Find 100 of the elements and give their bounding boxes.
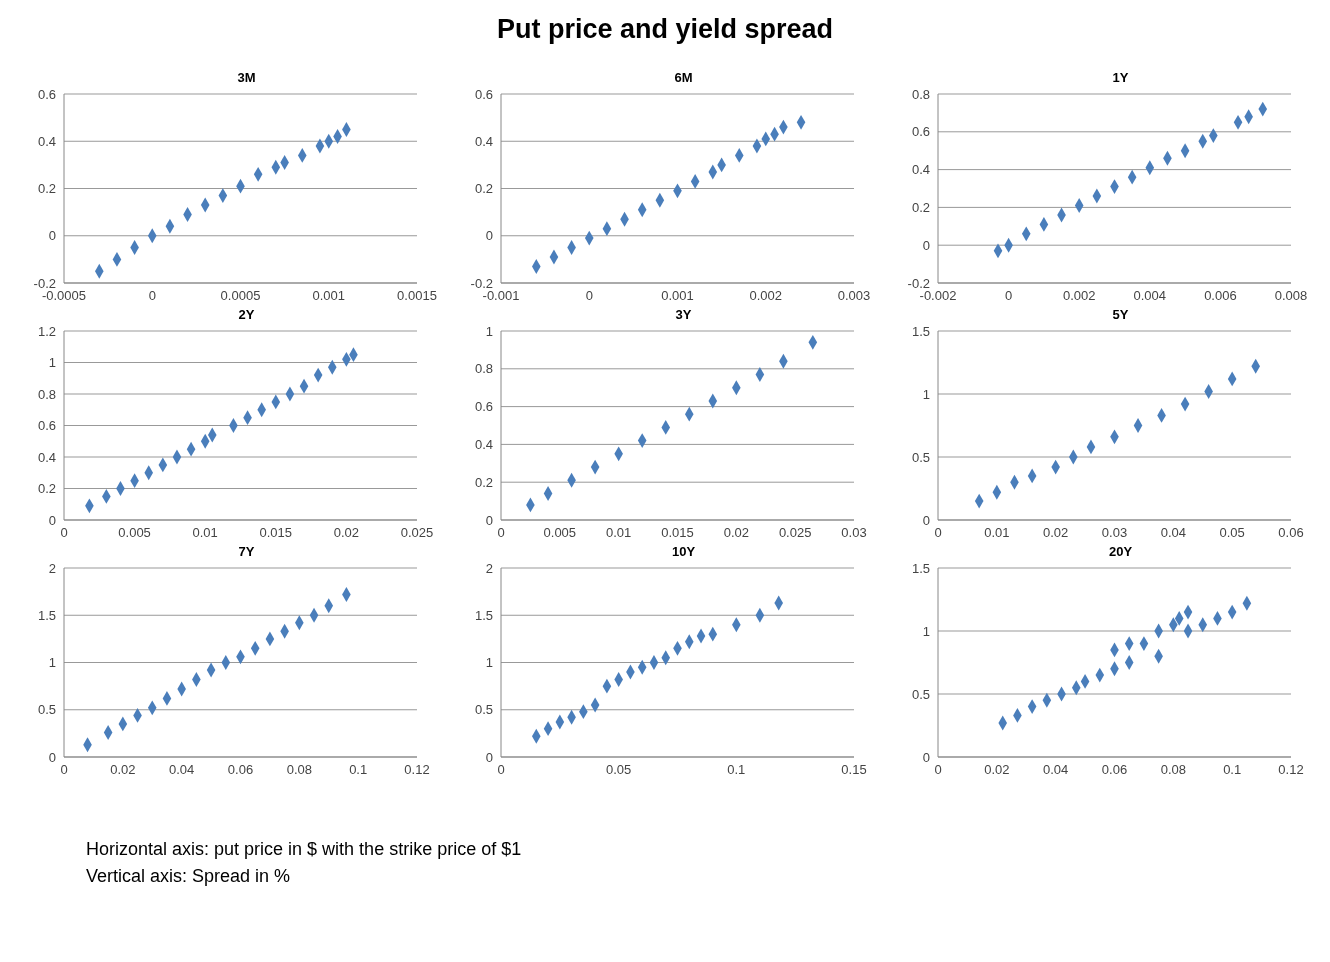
x-tick-label: 0.12: [1278, 762, 1304, 778]
y-tick-label: 0.2: [37, 181, 56, 197]
x-tick-label: -0.002: [919, 288, 957, 304]
x-tick-label: 0.02: [984, 762, 1010, 778]
y-tick-label: 0.8: [37, 386, 56, 402]
chart-title: 5Y: [1111, 307, 1130, 324]
y-tick-label: 1: [922, 623, 930, 639]
y-tick-label: 0.2: [474, 181, 493, 197]
x-tick-label: 0.03: [841, 525, 867, 541]
x-tick-label: 0.03: [1101, 525, 1128, 541]
chart-title: 2Y: [237, 307, 256, 324]
y-tick-label: 1: [48, 655, 56, 671]
y-tick-label: 0.6: [911, 124, 930, 140]
x-tick-label: 0.05: [1219, 525, 1245, 541]
y-tick-label: 0.6: [474, 86, 493, 102]
x-tick-label: 0.08: [286, 762, 312, 778]
x-tick-label: 0.002: [1062, 288, 1096, 304]
x-tick-label: 0.02: [1043, 525, 1069, 541]
x-tick-label: 0.015: [661, 525, 694, 541]
x-tick-label: 0.001: [312, 288, 346, 304]
x-tick-label: 0.0005: [220, 288, 261, 304]
x-tick-label: 0.0015: [397, 288, 437, 304]
y-tick-label: 0.5: [474, 702, 493, 718]
x-tick-label: 0.002: [749, 288, 783, 304]
y-tick-label: 1.5: [37, 607, 56, 623]
text: Horizontal axis: put price in $ with the strike price of $1: [86, 838, 522, 861]
y-tick-label: 0.5: [911, 686, 930, 702]
y-tick-label: -0.2: [907, 275, 930, 291]
y-tick-label: 0.2: [474, 474, 493, 490]
x-tick-label: 0.04: [169, 762, 195, 778]
chart-title: 7Y: [237, 544, 256, 561]
y-tick-label: 0: [48, 228, 56, 244]
x-tick-label: -0.0005: [41, 288, 87, 304]
y-tick-label: 2: [48, 560, 56, 576]
y-tick-label: 0: [922, 512, 930, 528]
x-tick-label: -0.001: [482, 288, 520, 304]
x-tick-label: 0.04: [1160, 525, 1186, 541]
y-tick-label: 0.5: [37, 702, 56, 718]
x-tick-label: 0.1: [727, 762, 746, 778]
y-tick-label: 0.4: [37, 133, 56, 149]
x-tick-label: 0.05: [606, 762, 632, 778]
y-tick-label: 0: [48, 512, 56, 528]
y-tick-label: -0.2: [33, 275, 56, 291]
x-tick-label: 0.01: [984, 525, 1010, 541]
y-tick-label: 1: [485, 323, 493, 339]
y-tick-label: 0: [485, 228, 493, 244]
y-tick-label: 0.4: [474, 133, 493, 149]
y-tick-label: 1.5: [911, 560, 930, 576]
x-tick-label: 0.001: [661, 288, 694, 304]
x-tick-label: 0.06: [1278, 525, 1304, 541]
y-tick-label: 0.2: [911, 200, 930, 216]
x-tick-label: 0.02: [110, 762, 136, 778]
y-tick-label: 0.8: [474, 361, 493, 377]
y-tick-label: 0: [922, 749, 930, 765]
y-tick-label: 1.5: [911, 323, 930, 339]
y-tick-label: 0.4: [911, 162, 930, 178]
y-tick-label: 0.2: [37, 481, 56, 497]
chart-title: 1Y: [1111, 70, 1130, 87]
x-tick-label: 0.008: [1274, 288, 1308, 304]
y-tick-label: 0: [48, 749, 56, 765]
text: Put price and yield spread: [495, 14, 835, 45]
y-tick-label: 0: [485, 512, 493, 528]
x-tick-label: 0.005: [118, 525, 151, 541]
x-tick-label: 0.015: [259, 525, 293, 541]
y-tick-label: 0.6: [474, 399, 493, 415]
x-tick-label: 0.04: [1043, 762, 1069, 778]
x-tick-label: 0: [60, 525, 68, 541]
x-tick-label: 0.025: [400, 525, 434, 541]
y-tick-label: 0.8: [911, 86, 930, 102]
y-tick-label: 1: [922, 386, 930, 402]
chart-title: 3M: [236, 70, 257, 87]
x-tick-label: 0.025: [778, 525, 812, 541]
x-tick-label: 0: [497, 762, 505, 778]
x-tick-label: 0.01: [606, 525, 632, 541]
x-tick-label: 0: [1004, 288, 1013, 304]
y-tick-label: 0.6: [37, 418, 56, 434]
y-tick-label: -0.2: [470, 275, 493, 291]
x-tick-label: 0.02: [333, 525, 360, 541]
x-tick-label: 0: [585, 288, 593, 304]
y-tick-label: 1: [485, 655, 493, 671]
x-tick-label: 0.02: [723, 525, 749, 541]
y-tick-label: 0.4: [37, 449, 56, 465]
y-tick-label: 0.5: [911, 449, 930, 465]
x-tick-label: 0: [148, 288, 156, 304]
x-tick-label: 0.005: [543, 525, 577, 541]
y-tick-label: 0.4: [474, 437, 493, 453]
chart-title: 3Y: [674, 307, 693, 324]
x-tick-label: 0: [60, 762, 68, 778]
x-tick-label: 0.06: [1101, 762, 1128, 778]
x-tick-label: 0: [934, 525, 942, 541]
x-tick-label: 0.1: [349, 762, 368, 778]
x-tick-label: 0.06: [227, 762, 254, 778]
x-tick-label: 0.15: [841, 762, 867, 778]
x-tick-label: 0.08: [1160, 762, 1186, 778]
y-tick-label: 1.5: [474, 607, 493, 623]
y-tick-label: 2: [485, 560, 493, 576]
y-tick-label: 0: [922, 237, 930, 253]
chart-title: 20Y: [1107, 544, 1134, 561]
x-tick-label: 0.12: [404, 762, 430, 778]
chart-title: 6M: [673, 70, 694, 87]
